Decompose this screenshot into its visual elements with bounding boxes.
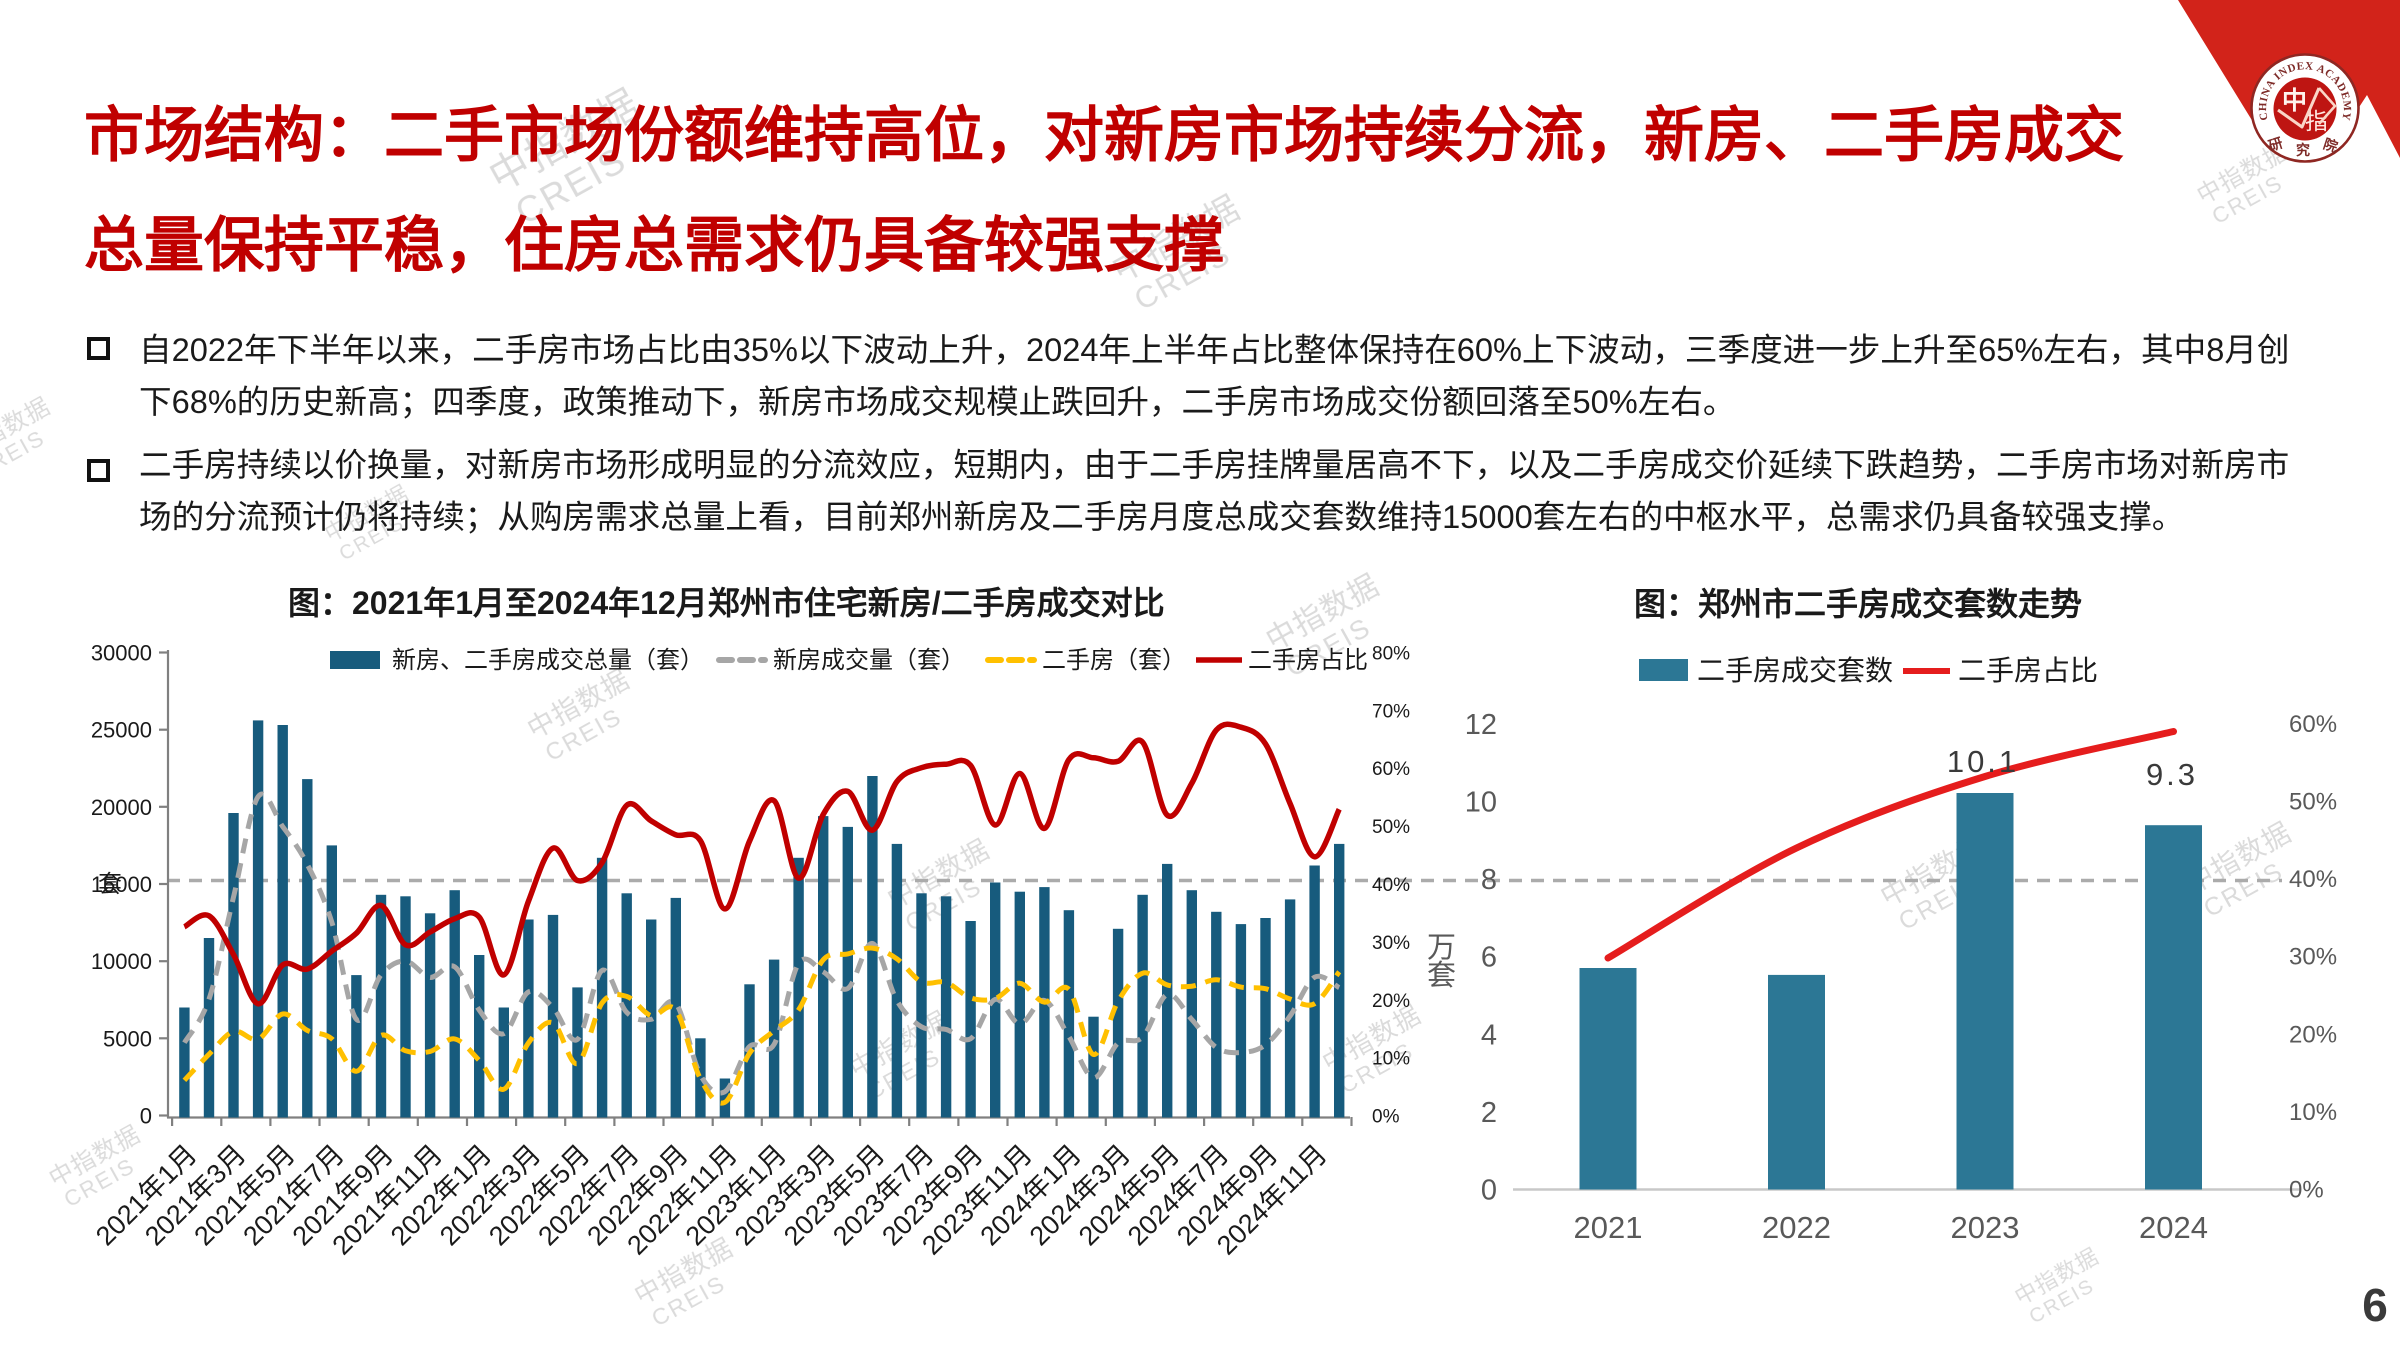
svg-text:12: 12 bbox=[1465, 709, 1497, 741]
svg-text:20000: 20000 bbox=[91, 795, 152, 820]
svg-text:指: 指 bbox=[2305, 108, 2328, 134]
svg-text:50%: 50% bbox=[1372, 817, 1410, 838]
svg-text:新房、二手房成交总量（套）: 新房、二手房成交总量（套） bbox=[392, 647, 704, 674]
svg-text:30%: 30% bbox=[2289, 944, 2337, 971]
svg-text:20%: 20% bbox=[2289, 1021, 2337, 1048]
svg-text:40%: 40% bbox=[2289, 866, 2337, 893]
svg-text:30%: 30% bbox=[1372, 933, 1410, 954]
svg-text:2023: 2023 bbox=[1951, 1210, 2020, 1245]
svg-text:图：郑州市二手房成交套数走势: 图：郑州市二手房成交套数走势 bbox=[1634, 586, 2082, 622]
svg-text:15000: 15000 bbox=[91, 872, 152, 897]
svg-text:二手房成交套数: 二手房成交套数 bbox=[1697, 655, 1893, 686]
svg-text:中: 中 bbox=[2282, 87, 2307, 115]
svg-text:60%: 60% bbox=[2289, 711, 2337, 738]
svg-text:40%: 40% bbox=[1372, 875, 1410, 896]
svg-text:25000: 25000 bbox=[91, 718, 152, 743]
svg-text:院: 院 bbox=[2321, 135, 2340, 155]
svg-text:二手房占比: 二手房占比 bbox=[1958, 655, 2098, 686]
svg-text:新房成交量（套）: 新房成交量（套） bbox=[773, 647, 965, 674]
svg-text:2022: 2022 bbox=[1762, 1210, 1831, 1245]
svg-text:0: 0 bbox=[140, 1104, 152, 1129]
svg-text:二手房（套）: 二手房（套） bbox=[1042, 647, 1186, 674]
svg-text:8: 8 bbox=[1481, 864, 1497, 896]
svg-text:50%: 50% bbox=[2289, 789, 2337, 816]
svg-text:图：2021年1月至2024年12月郑州市住宅新房/二手房成: 图：2021年1月至2024年12月郑州市住宅新房/二手房成交对比 bbox=[288, 585, 1165, 621]
svg-text:4: 4 bbox=[1481, 1019, 1497, 1051]
svg-text:0%: 0% bbox=[2289, 1177, 2324, 1204]
svg-text:5000: 5000 bbox=[103, 1026, 152, 1051]
svg-text:60%: 60% bbox=[1372, 759, 1410, 780]
svg-text:研: 研 bbox=[2267, 135, 2285, 155]
svg-text:2024: 2024 bbox=[2139, 1210, 2208, 1245]
svg-text:二手房占比: 二手房占比 bbox=[1248, 647, 1368, 674]
svg-text:套: 套 bbox=[1427, 959, 1456, 992]
svg-text:10: 10 bbox=[1465, 787, 1497, 819]
svg-text:2021: 2021 bbox=[1574, 1210, 1643, 1245]
svg-text:究: 究 bbox=[2296, 142, 2310, 159]
svg-text:80%: 80% bbox=[1372, 644, 1410, 665]
svg-text:30000: 30000 bbox=[91, 641, 152, 666]
svg-text:10000: 10000 bbox=[91, 949, 152, 974]
svg-text:2: 2 bbox=[1481, 1097, 1497, 1129]
svg-text:10%: 10% bbox=[1372, 1049, 1410, 1070]
svg-text:9.3: 9.3 bbox=[2146, 757, 2198, 792]
svg-text:0: 0 bbox=[1481, 1175, 1497, 1207]
svg-text:20%: 20% bbox=[1372, 991, 1410, 1012]
svg-text:0%: 0% bbox=[1372, 1107, 1400, 1128]
svg-text:套: 套 bbox=[98, 871, 122, 898]
svg-text:70%: 70% bbox=[1372, 701, 1410, 722]
svg-text:10%: 10% bbox=[2289, 1099, 2337, 1126]
svg-text:万: 万 bbox=[1427, 932, 1456, 964]
svg-text:6: 6 bbox=[1481, 942, 1497, 974]
svg-text:10.1: 10.1 bbox=[1947, 744, 2019, 779]
